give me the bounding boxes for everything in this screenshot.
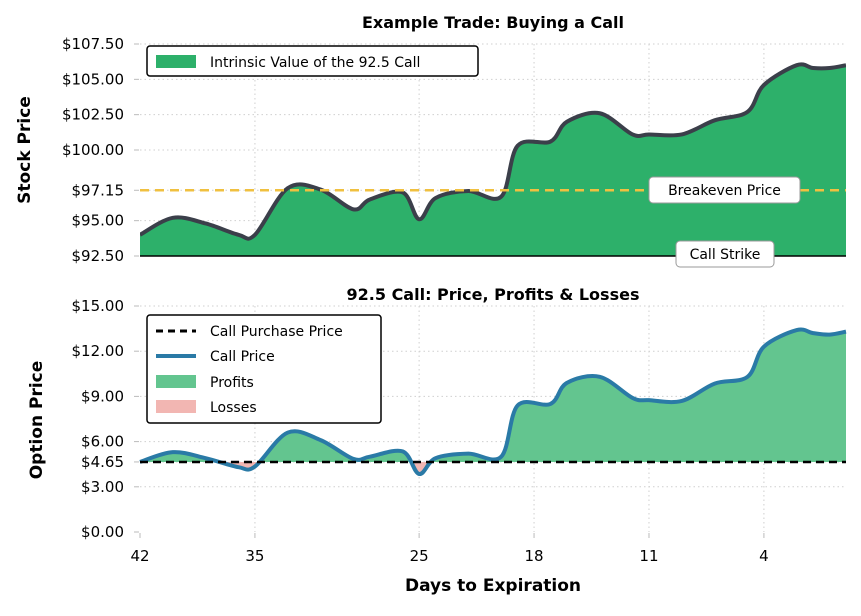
option-y-tick-label: $6.00: [81, 433, 124, 451]
profits-area: [140, 329, 846, 462]
legend-losses-label: Losses: [210, 400, 257, 416]
breakeven-label: Breakeven Price: [668, 183, 781, 199]
option-y-tick-label: $0.00: [81, 523, 124, 541]
option-x-tick-label: 18: [524, 547, 543, 565]
option-x-tick-label: 35: [245, 547, 264, 565]
option-legend: Call Purchase Price Call Price Profits L…: [146, 314, 382, 424]
stock-y-tick-label: $100.00: [62, 141, 124, 159]
option-y-ticks: $0.00 $3.00 $4.65 $6.00 $9.00 $12.00 $15.00: [72, 297, 139, 541]
option-y-tick-label: $4.65: [81, 453, 124, 471]
option-chart: 92.5 Call: Price, Profits & Losses Optio…: [27, 285, 847, 596]
stock-legend: Intrinsic Value of the 92.5 Call: [146, 45, 479, 77]
option-x-tick-label: 25: [410, 547, 429, 565]
call-price-line: [139, 327, 847, 476]
option-x-tick-label: 4: [759, 547, 769, 565]
option-y-tick-label: $3.00: [81, 478, 124, 496]
stock-chart: Example Trade: Buying a Call Stock Price…: [15, 13, 846, 268]
legend-profits-label: Profits: [210, 375, 254, 391]
call-strike-label: Call Strike: [690, 247, 761, 263]
stock-y-tick-label: $105.00: [62, 70, 124, 88]
legend-profits-swatch: [156, 375, 196, 388]
legend-call-price-label: Call Price: [210, 349, 275, 365]
option-x-tick-label: 42: [130, 547, 149, 565]
stock-y-tick-label: $107.50: [62, 35, 124, 53]
intrinsic-value-area: [140, 64, 846, 256]
option-chart-ylabel: Option Price: [27, 361, 47, 480]
option-chart-title: 92.5 Call: Price, Profits & Losses: [347, 285, 640, 304]
stock-y-ticks: $92.50 $95.00 $97.15 $100.00 $102.50 $105.00 $…: [62, 35, 139, 265]
option-x-ticks: 42 35 25 18 11 4: [130, 533, 769, 565]
legend-purchase-label: Call Purchase Price: [210, 324, 343, 340]
legend-losses-swatch: [156, 400, 196, 413]
stock-y-tick-label: $97.15: [72, 181, 125, 199]
stock-y-tick-label: $95.00: [72, 212, 125, 230]
call-strike-annotation: Call Strike: [675, 240, 775, 268]
option-y-tick-label: $15.00: [72, 297, 125, 315]
stock-chart-ylabel: Stock Price: [15, 96, 35, 204]
losses-area: [219, 461, 431, 474]
option-chart-xlabel: Days to Expiration: [405, 576, 581, 596]
stock-chart-title: Example Trade: Buying a Call: [362, 13, 624, 32]
stock-y-tick-label: $92.50: [72, 247, 125, 265]
option-y-tick-label: $12.00: [72, 342, 125, 360]
stock-price-line: [140, 62, 846, 241]
option-y-tick-label: $9.00: [81, 387, 124, 405]
legend-intrinsic-swatch: [156, 55, 196, 68]
option-x-tick-label: 11: [639, 547, 658, 565]
breakeven-annotation: Breakeven Price: [648, 176, 801, 204]
stock-y-tick-label: $102.50: [62, 106, 124, 124]
legend-intrinsic-label: Intrinsic Value of the 92.5 Call: [210, 55, 420, 71]
